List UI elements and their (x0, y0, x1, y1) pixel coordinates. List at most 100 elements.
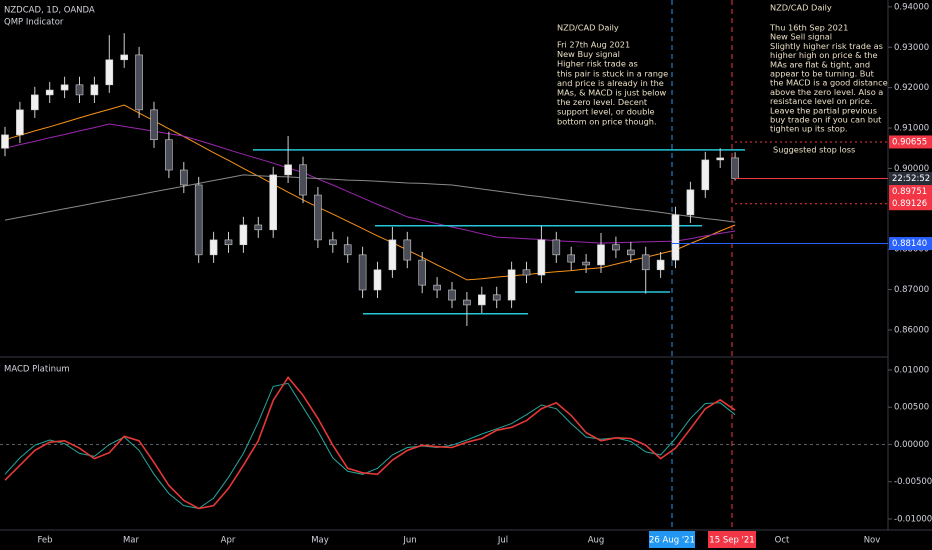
price-tag-label: 0.90655 (892, 137, 927, 147)
note-line: above the zero level. Also a (770, 87, 883, 97)
candle-body (165, 139, 173, 171)
note-line: Slightly higher risk trade as (770, 41, 883, 51)
candle-body (373, 269, 382, 291)
candle-body (597, 244, 605, 266)
candle-body (180, 169, 188, 186)
price-tag-box (889, 237, 932, 251)
x-tick-label: Jul (497, 536, 508, 546)
candle-body (537, 239, 546, 276)
note-title: NZD/CAD Daily (557, 23, 619, 33)
candle-body (612, 244, 620, 251)
candle-body (254, 224, 263, 231)
candle-body (239, 224, 248, 246)
price-tag-box (889, 184, 932, 198)
signal-date-box (649, 531, 695, 548)
y-tick-label: -0.01000 (894, 514, 932, 524)
y-tick-label: 0.00500 (894, 403, 929, 413)
stop-loss-note: Suggested stop loss (773, 145, 855, 155)
indicator-title: QMP Indicator (4, 18, 64, 28)
candle-body (448, 289, 456, 301)
y-tick-label: 0.93000 (894, 43, 929, 53)
candle-body (30, 94, 39, 111)
x-tick-label: Apr (221, 536, 236, 546)
candle-body (284, 164, 292, 176)
x-tick-label: Feb (37, 536, 52, 546)
price-tag-label: 0.88140 (892, 239, 927, 249)
note-line: Fri 27th Aug 2021 (557, 40, 630, 50)
note-title: NZD/CAD Daily (770, 3, 832, 13)
note-line: and price is already in the (557, 78, 664, 88)
moving-average (4, 174, 736, 223)
y-tick-label: 0.90000 (894, 164, 929, 174)
moving-average (4, 123, 736, 244)
candle-body (45, 89, 54, 96)
candle-body (433, 284, 441, 291)
note-line: New Sell signal (770, 32, 832, 42)
candle-body (626, 249, 635, 256)
candle-body (731, 157, 739, 179)
note-line: Leave the partial previous (770, 105, 877, 115)
candle-body (1, 134, 9, 149)
y-tick-label: 0.92000 (894, 83, 929, 93)
candle-body (16, 109, 24, 136)
candle-body (418, 259, 427, 286)
y-tick-label: -0.00500 (894, 477, 932, 487)
candle-body (477, 294, 486, 306)
candle-body (671, 214, 680, 261)
note-line: Higher risk trade as (557, 59, 638, 69)
signal-date-label: 26 Aug '21 (649, 536, 695, 546)
candle-body (507, 269, 516, 301)
candle-body (90, 84, 99, 96)
note-line: this pair is stuck in a range (557, 68, 668, 78)
note-line: New Buy signal (557, 49, 620, 59)
y-tick-label: 0.91000 (894, 124, 929, 134)
candle-body (403, 239, 412, 261)
x-tick-label: Nov (864, 536, 881, 546)
x-tick-label: May (311, 536, 329, 546)
candle-body (269, 174, 278, 231)
candle-body (60, 84, 69, 91)
note-line: Thu 16th Sep 2021 (769, 23, 848, 33)
signal-date-label: 15 Sep '21 (709, 536, 754, 546)
candle-body (656, 259, 665, 271)
note-line: buy trade on if you can but (770, 115, 882, 125)
candle-body (224, 239, 233, 246)
x-tick-label: Jun (402, 536, 416, 546)
x-tick-label: Oct (775, 536, 790, 546)
note-line: tighten up its stop. (770, 124, 848, 134)
y-tick-label: 0.86000 (894, 325, 929, 335)
price-tag-label: 0.89751 (892, 187, 927, 197)
countdown-label: 22:52:52 (892, 174, 930, 184)
candle-body (388, 239, 397, 271)
candle-body (314, 194, 322, 241)
candle-body (716, 157, 725, 161)
candle-body (567, 254, 576, 263)
macd-title: MACD Platinum (4, 365, 70, 375)
x-tick-label: Aug (588, 536, 605, 546)
macd-line (4, 376, 736, 510)
candle-body (522, 269, 531, 276)
candle-body (328, 239, 337, 246)
moving-average (4, 104, 736, 281)
signal-date-box (708, 531, 756, 548)
candle-body (105, 59, 114, 86)
candle-body (463, 299, 471, 306)
note-line: higher high on price & the (770, 50, 878, 60)
candle-body (120, 54, 128, 61)
candle-body (75, 84, 84, 96)
note-line: bottom on price though. (557, 116, 657, 126)
note-line: MAs, & MACD is just below (557, 88, 666, 98)
candle-body (194, 184, 203, 256)
note-line: the zero level. Decent (557, 97, 648, 107)
candle-body (209, 239, 218, 256)
note-line: the MACD is a good distance (770, 78, 888, 88)
countdown-box (889, 171, 932, 185)
candle-body (358, 254, 367, 291)
candle-body (701, 159, 710, 191)
x-tick-label: Mar (123, 536, 140, 546)
candle-body (582, 261, 590, 266)
note-line: support level, or double (557, 107, 655, 117)
